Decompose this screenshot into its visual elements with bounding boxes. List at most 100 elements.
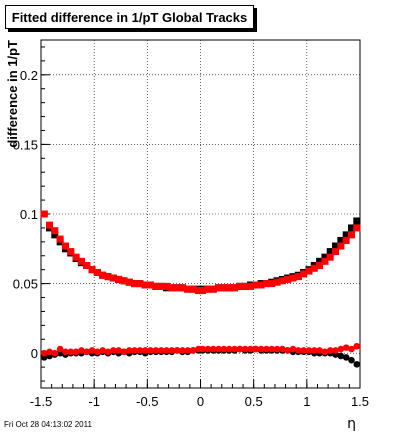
data-point-square [284, 275, 292, 283]
data-point-square [268, 280, 276, 288]
data-point-circle [316, 347, 323, 354]
data-point-circle [104, 348, 112, 356]
data-point-circle [220, 345, 228, 353]
data-point-circle [83, 348, 91, 356]
y-tick-labels: 0 0.05 0.1 0.15 0.2 [13, 68, 38, 361]
data-point-circle [215, 345, 222, 353]
data-point-square [61, 242, 69, 250]
data-point-square [194, 287, 202, 295]
data-point-square [209, 285, 217, 293]
data-point-square [141, 281, 149, 289]
data-point-circle [163, 347, 170, 354]
x-tick-label: -1 [88, 394, 100, 409]
data-point-square [347, 231, 355, 239]
data-point-square [157, 282, 165, 290]
data-point-circle [337, 345, 345, 353]
data-point-circle [252, 345, 260, 353]
data-point-square [342, 231, 350, 239]
data-point-circle [295, 347, 302, 354]
axis-ticks [40, 46, 361, 388]
data-point-square [321, 257, 329, 265]
data-point-circle [310, 347, 318, 354]
data-point-square [252, 281, 260, 289]
data-point-square [88, 266, 96, 274]
x-axis-title: η [347, 416, 356, 432]
data-point-square [316, 262, 324, 270]
x-tick-label: -1.5 [30, 394, 52, 409]
data-point-circle [184, 347, 192, 354]
data-point-square [332, 242, 340, 250]
x-tick-label: -0.5 [136, 394, 158, 409]
data-point-circle [147, 347, 154, 354]
data-point-square [231, 284, 239, 292]
data-point-square [125, 278, 133, 286]
data-point-circle [231, 345, 238, 353]
data-point-square [321, 253, 329, 261]
data-point-circle [199, 345, 206, 353]
data-point-circle [279, 345, 286, 353]
data-point-square [199, 287, 207, 295]
data-series [40, 210, 361, 368]
data-point-square [294, 273, 302, 281]
data-point-square [337, 236, 345, 244]
data-point-square [147, 281, 155, 289]
data-point-circle [157, 347, 165, 354]
data-point-circle [263, 345, 270, 353]
data-point-circle [125, 347, 133, 354]
data-point-square [347, 224, 355, 232]
data-point-circle [189, 347, 197, 354]
data-point-square [51, 227, 59, 235]
data-point-circle [247, 345, 254, 353]
chart-title: Fitted difference in 1/pT Global Tracks [11, 9, 248, 25]
data-point-square [342, 236, 350, 244]
x-tick-label: 1.5 [351, 394, 369, 409]
data-point-circle [46, 348, 53, 356]
data-point-circle [94, 348, 101, 356]
data-point-square [93, 268, 101, 276]
data-point-circle [78, 347, 85, 354]
data-point-square [168, 284, 176, 292]
data-point-square [115, 275, 123, 283]
data-point-circle [131, 347, 138, 354]
y-tick-label: 0.2 [20, 68, 38, 83]
data-point-circle [273, 345, 281, 353]
data-point-square [305, 267, 313, 275]
data-point-square [278, 277, 286, 285]
footer-timestamp: Fri Oct 28 04:13:02 2011 [4, 420, 92, 429]
data-point-circle [321, 348, 329, 356]
y-axis-title: difference in 1/pT [5, 40, 20, 148]
x-tick-labels: -1.5 -1 -0.5 0 0.5 1 1.5 [30, 394, 369, 409]
data-point-circle [257, 345, 265, 353]
data-point-square [310, 264, 318, 272]
data-point-circle [204, 345, 212, 353]
data-point-square [215, 284, 223, 292]
data-point-square [316, 257, 324, 265]
data-point-square [178, 284, 186, 292]
series-3 [40, 342, 361, 357]
data-point-square [326, 248, 334, 256]
data-point-circle [332, 347, 339, 354]
data-point-square [152, 282, 160, 290]
data-point-square [289, 274, 297, 282]
data-point-square [109, 274, 117, 282]
data-point-circle [62, 348, 69, 356]
data-point-circle [136, 347, 144, 354]
data-point-square [262, 280, 270, 288]
data-point-square [204, 285, 212, 293]
data-point-square [99, 271, 107, 279]
data-point-square [353, 224, 361, 232]
data-point-circle [268, 345, 276, 353]
data-point-circle [225, 345, 233, 353]
data-point-circle [241, 345, 249, 353]
data-point-square [184, 285, 192, 293]
y-tick-label: 0.1 [20, 207, 38, 222]
y-tick-label: 0 [31, 346, 38, 361]
y-tick-label: 0.05 [13, 277, 38, 292]
data-point-square [173, 284, 181, 292]
x-tick-label: 0 [197, 394, 204, 409]
data-point-circle [353, 342, 361, 350]
data-point-circle [72, 348, 80, 356]
data-point-circle [120, 348, 128, 356]
data-point-square [273, 278, 281, 286]
data-point-circle [300, 347, 307, 354]
